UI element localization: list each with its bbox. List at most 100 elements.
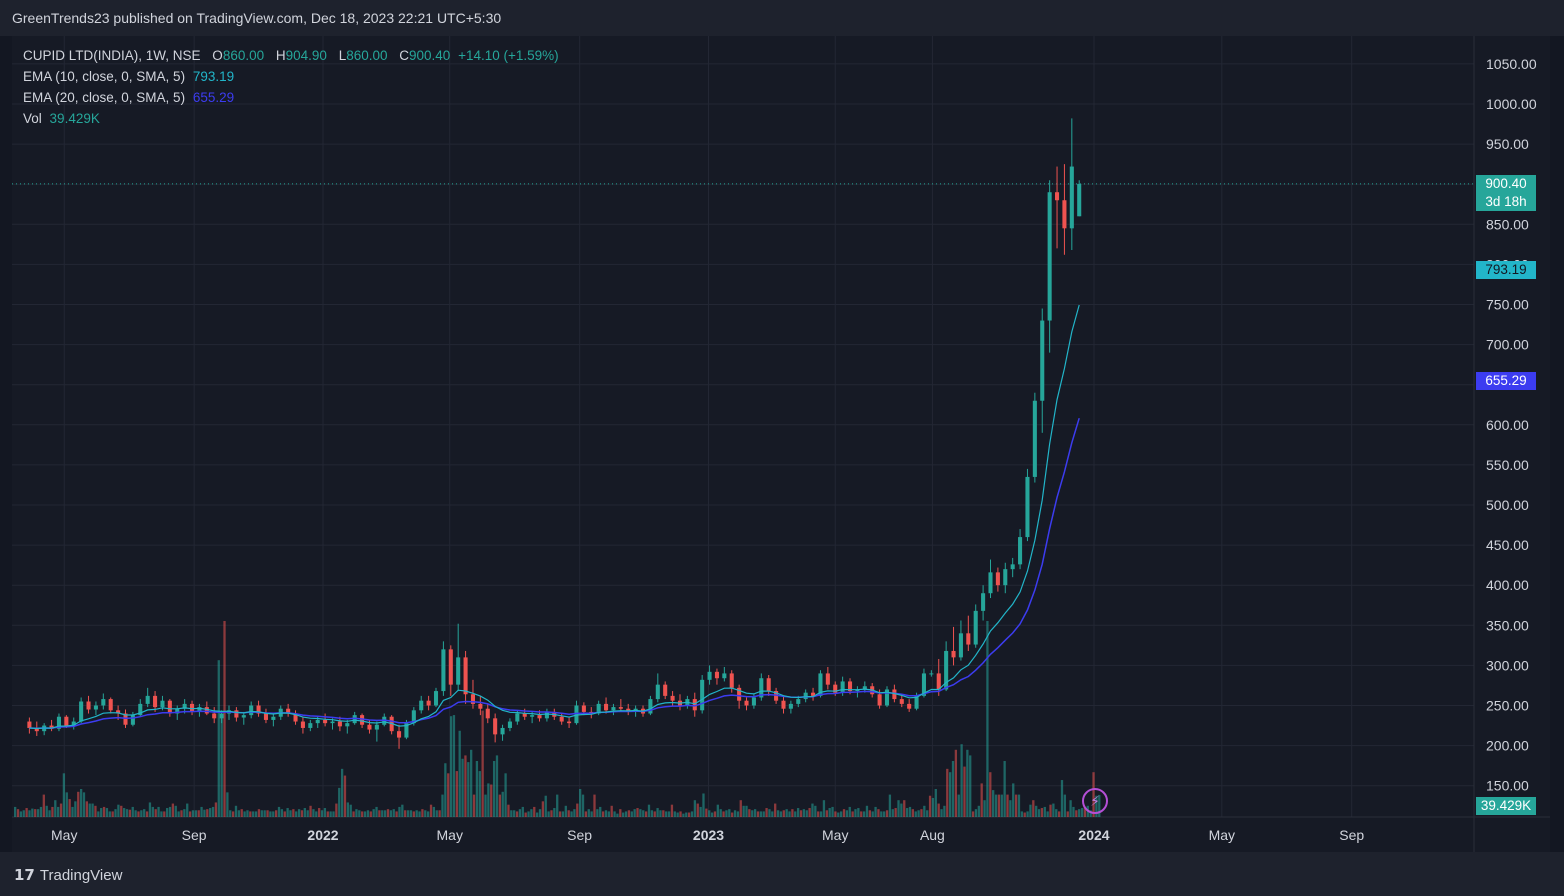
volume-bar <box>696 803 699 817</box>
volume-bar <box>429 804 433 817</box>
volume-bar <box>315 811 318 817</box>
volume-bar <box>731 812 734 817</box>
volume-bar <box>332 811 335 817</box>
low-value: 860.00 <box>346 48 388 63</box>
volume-bar <box>352 811 355 817</box>
volume-bar <box>676 812 679 817</box>
candle-body <box>700 679 705 711</box>
lightning-icon[interactable]: ⚡ <box>1082 788 1108 814</box>
volume-bar <box>180 810 183 817</box>
volume-bar <box>713 811 717 817</box>
candle-body <box>64 716 69 726</box>
candle-body <box>433 691 439 706</box>
volume-bar <box>845 810 849 817</box>
volume-bar <box>82 792 86 817</box>
candle-body <box>493 718 498 735</box>
volume-bar <box>507 804 510 817</box>
candle-body <box>774 691 779 701</box>
volume-bar <box>401 804 404 817</box>
volume-bar <box>857 808 860 817</box>
candle-body <box>692 699 697 711</box>
volume-bar <box>971 811 975 817</box>
volume-bar <box>272 811 275 817</box>
candle-body <box>374 724 379 730</box>
legend-ema10-row[interactable]: EMA (10, close, 0, SMA, 5) 793.19 <box>23 66 559 87</box>
volume-bar <box>627 810 631 817</box>
volume-bar <box>418 811 421 817</box>
candle-body <box>138 703 143 716</box>
volume-bar <box>690 811 694 817</box>
volume-bar <box>630 811 633 817</box>
price-tick-label: 600.00 <box>1486 417 1529 433</box>
volume-bar <box>306 810 309 817</box>
volume-bar <box>814 805 817 817</box>
volume-bar <box>665 811 668 817</box>
candle-body <box>670 695 675 701</box>
volume-bar <box>917 810 920 817</box>
volume-bar <box>157 806 160 817</box>
candle-body <box>892 689 897 700</box>
candle-body <box>914 695 919 709</box>
candle-body <box>448 649 453 685</box>
volume-bar <box>280 809 284 817</box>
volume-bar <box>564 805 567 817</box>
volume-bar <box>937 803 940 817</box>
volume-bar <box>200 806 203 817</box>
volume-bar <box>756 811 760 817</box>
legend-volume-row[interactable]: Vol 39.429K <box>23 108 559 129</box>
price-tick-label: 750.00 <box>1486 297 1529 313</box>
candle-body <box>744 700 749 706</box>
volume-bar <box>524 812 527 817</box>
candle-body <box>160 700 165 708</box>
volume-bar <box>527 811 530 817</box>
volume-bar <box>822 800 826 817</box>
candle-body <box>522 713 527 717</box>
volume-bar <box>768 809 771 817</box>
candle-body <box>722 673 727 679</box>
volume-bar <box>940 809 943 817</box>
volume-bar <box>994 794 998 817</box>
volume-bar <box>143 809 146 817</box>
candle-body <box>796 699 801 704</box>
volume-bar <box>45 805 48 817</box>
volume-bar <box>796 808 800 817</box>
candle-body <box>581 705 586 712</box>
legend-ema20-row[interactable]: EMA (20, close, 0, SMA, 5) 655.29 <box>23 87 559 108</box>
volume-bar <box>751 810 754 817</box>
volume-bar <box>65 792 68 817</box>
volume-bar <box>776 810 780 817</box>
volume-bar <box>1014 794 1018 817</box>
candle-body <box>530 715 535 717</box>
volume-bar <box>1089 810 1092 817</box>
candle-body <box>49 725 54 729</box>
volume-bar <box>197 810 200 817</box>
volume-bar <box>438 810 441 817</box>
volume-bar <box>194 810 197 817</box>
candle-body <box>921 673 926 696</box>
volume-bar <box>900 803 903 817</box>
volume-bar <box>518 809 522 817</box>
volume-bar <box>409 810 413 817</box>
time-tick-label: Sep <box>1339 827 1364 843</box>
ema20-label: EMA (20, close, 0, SMA, 5) <box>23 90 186 105</box>
volume-bar <box>191 810 195 817</box>
volume-bar <box>1029 804 1032 817</box>
ema10-value: 793.19 <box>192 69 235 84</box>
volume-bar <box>624 811 628 817</box>
volume-bar <box>286 808 289 817</box>
volume-bar <box>567 810 570 817</box>
candle-body <box>618 707 623 709</box>
volume-bar <box>662 810 665 817</box>
candle-body <box>300 721 305 728</box>
symbol-label[interactable]: CUPID LTD(INDIA), 1W, NSE <box>23 48 201 63</box>
chart-frame[interactable] <box>12 36 1550 852</box>
volume-bar <box>1078 809 1081 817</box>
price-tick-label: 500.00 <box>1486 497 1529 513</box>
candle-body <box>995 572 1000 586</box>
volume-bar <box>464 755 467 817</box>
legend-ohlc-row[interactable]: CUPID LTD(INDIA), 1W, NSE O860.00 H904.9… <box>23 45 559 66</box>
tradingview-brand[interactable]: 17 TradingView <box>14 866 122 884</box>
candle-body <box>256 705 261 714</box>
candle-body <box>182 703 187 709</box>
